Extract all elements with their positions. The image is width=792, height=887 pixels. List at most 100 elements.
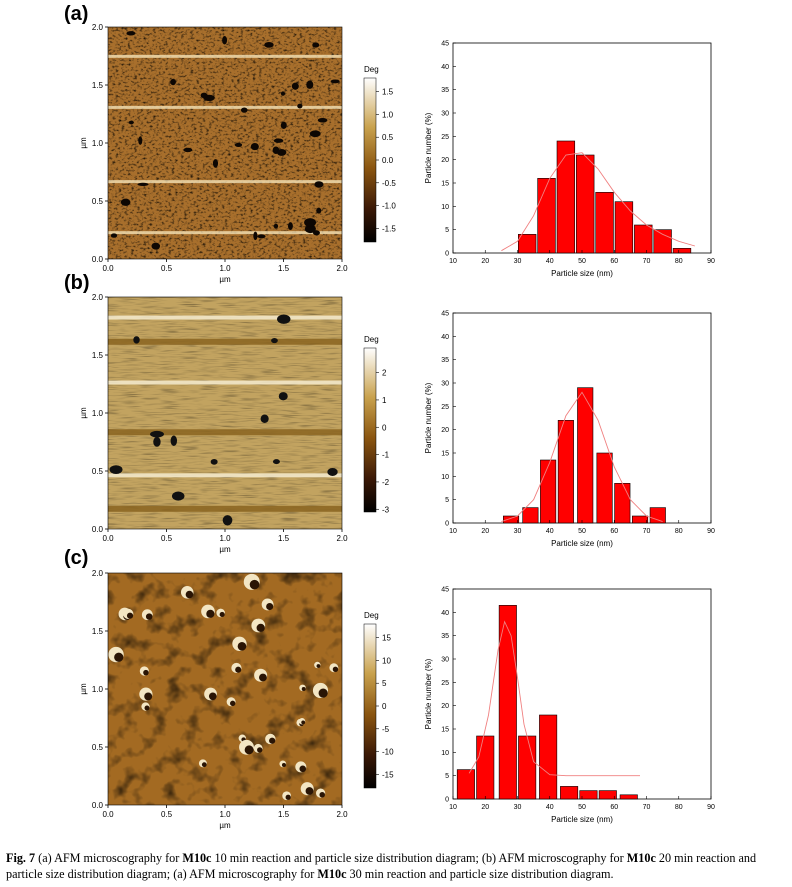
histogram-bar bbox=[614, 201, 634, 254]
afm-xtick-label: 1.5 bbox=[278, 810, 290, 819]
afm-ytick-label: 1.0 bbox=[92, 409, 104, 418]
chart-xtick-label: 80 bbox=[675, 528, 683, 535]
afm-streak bbox=[108, 338, 342, 345]
afm-particle-shadow bbox=[201, 762, 207, 768]
afm-ytick-label: 0.0 bbox=[92, 525, 104, 534]
afm-xtick-label: 2.0 bbox=[336, 810, 348, 819]
afm-ytick-label: 0.5 bbox=[92, 467, 104, 476]
afm-pore bbox=[317, 118, 328, 123]
afm-ytick-label: 1.5 bbox=[92, 627, 104, 636]
afm-ylabel: µm bbox=[79, 683, 88, 695]
afm-particle-shadow bbox=[301, 687, 306, 691]
panel-label: (a) bbox=[64, 3, 88, 25]
afm-particle-shadow bbox=[316, 664, 321, 668]
afm-pore bbox=[276, 149, 287, 156]
afm-particle-shadow bbox=[114, 652, 124, 662]
afm-ytick-label: 1.5 bbox=[92, 81, 104, 90]
afm-xlabel: µm bbox=[219, 545, 231, 554]
chart-ylabel: Particle number (%) bbox=[424, 112, 433, 183]
figure-caption: Fig. 7 (a) AFM microscography for M10c 1… bbox=[6, 850, 790, 882]
chart-ytick-label: 35 bbox=[441, 357, 449, 364]
fit-curve bbox=[468, 620, 640, 777]
afm-pore bbox=[312, 230, 320, 236]
afm-xtick-label: 0.5 bbox=[161, 534, 173, 543]
afm-pore bbox=[200, 92, 208, 99]
chart-xtick-label: 50 bbox=[578, 528, 586, 535]
afm-pore bbox=[222, 35, 228, 45]
chart-ytick-label: 45 bbox=[441, 311, 449, 318]
chart-xtick-label: 30 bbox=[514, 258, 522, 265]
chart-ytick-label: 10 bbox=[441, 204, 449, 211]
chart-ytick-label: 0 bbox=[445, 251, 449, 258]
afm-pore bbox=[280, 121, 287, 129]
afm-xtick-label: 1.0 bbox=[219, 264, 231, 273]
afm-ytick-label: 0.0 bbox=[92, 801, 104, 810]
afm-particle-shadow bbox=[229, 700, 236, 707]
caption-part-2: 10 min reaction and particle size distri… bbox=[211, 851, 627, 865]
chart-frame bbox=[452, 588, 712, 800]
colorbar bbox=[363, 347, 377, 513]
afm-particle-shadow bbox=[301, 720, 306, 725]
afm-ytick-label: 2.0 bbox=[92, 293, 104, 302]
chart-ytick-label: 5 bbox=[445, 773, 449, 780]
afm-ytick-label: 1.0 bbox=[92, 139, 104, 148]
afm-xtick-label: 0.0 bbox=[102, 534, 114, 543]
chart-xlabel: Particle size (nm) bbox=[551, 815, 613, 824]
afm-pore bbox=[312, 42, 320, 48]
caption-part-3: M10c bbox=[626, 851, 656, 865]
chart-xtick-label: 10 bbox=[449, 804, 457, 811]
histogram-bar bbox=[539, 714, 558, 800]
afm-particle-shadow bbox=[259, 673, 267, 682]
histogram-chart: 0 5 10 15 20 25 30 35 40 45 10 20 30 40 50 60 70 80 90 Part… bbox=[424, 587, 715, 825]
colorbar-tick-label: 1 bbox=[382, 396, 387, 405]
chart-ytick-label: 10 bbox=[441, 750, 449, 757]
afm-particle-shadow bbox=[219, 611, 225, 618]
afm-pore bbox=[126, 31, 136, 36]
afm-particle-shadow bbox=[244, 745, 254, 755]
afm-particle-shadow bbox=[319, 791, 325, 798]
chart-xtick-label: 50 bbox=[578, 804, 586, 811]
afm-pore bbox=[309, 130, 321, 138]
afm-pore bbox=[153, 436, 161, 447]
chart-xtick-label: 90 bbox=[707, 258, 715, 265]
afm-pore bbox=[278, 392, 288, 401]
afm-particle-shadow bbox=[269, 737, 276, 744]
afm-xtick-label: 2.0 bbox=[336, 534, 348, 543]
panel-label: (b) bbox=[64, 272, 90, 294]
chart-xtick-label: 60 bbox=[610, 804, 618, 811]
colorbar-tick-label: -1 bbox=[382, 451, 390, 460]
chart-ytick-label: 25 bbox=[441, 680, 449, 687]
afm-particle-shadow bbox=[257, 747, 263, 753]
histogram-bar bbox=[632, 515, 649, 524]
afm-streak bbox=[108, 380, 342, 385]
chart-ytick-label: 15 bbox=[441, 451, 449, 458]
afm-pore bbox=[297, 103, 303, 109]
chart-xlabel: Particle size (nm) bbox=[551, 269, 613, 278]
colorbar bbox=[363, 77, 377, 243]
afm-pore bbox=[138, 136, 143, 145]
chart-ylabel: Particle number (%) bbox=[424, 658, 433, 729]
histogram-bar bbox=[614, 483, 631, 524]
colorbar-tick-label: -5 bbox=[382, 725, 390, 734]
afm-ytick-label: 1.0 bbox=[92, 685, 104, 694]
histogram-bar bbox=[619, 794, 638, 800]
colorbar-tick-label: 1.5 bbox=[382, 88, 394, 97]
afm-particle-shadow bbox=[126, 612, 134, 619]
chart-xtick-label: 40 bbox=[546, 258, 554, 265]
chart-xtick-label: 30 bbox=[514, 804, 522, 811]
afm-pore bbox=[287, 222, 293, 231]
afm-pore bbox=[150, 430, 164, 438]
chart-ytick-label: 40 bbox=[441, 610, 449, 617]
histogram-bar bbox=[595, 192, 614, 254]
colorbar-tick-label: -1.0 bbox=[382, 202, 396, 211]
histogram-bar bbox=[576, 154, 595, 254]
chart-ytick-label: 35 bbox=[441, 633, 449, 640]
chart-ytick-label: 30 bbox=[441, 111, 449, 118]
afm-pore bbox=[210, 458, 218, 465]
afm-particle-shadow bbox=[285, 794, 291, 800]
chart-xtick-label: 70 bbox=[643, 528, 651, 535]
afm-particle-shadow bbox=[266, 602, 274, 611]
histogram-bar bbox=[634, 224, 653, 254]
chart-ytick-label: 25 bbox=[441, 134, 449, 141]
afm-pore bbox=[253, 231, 258, 241]
